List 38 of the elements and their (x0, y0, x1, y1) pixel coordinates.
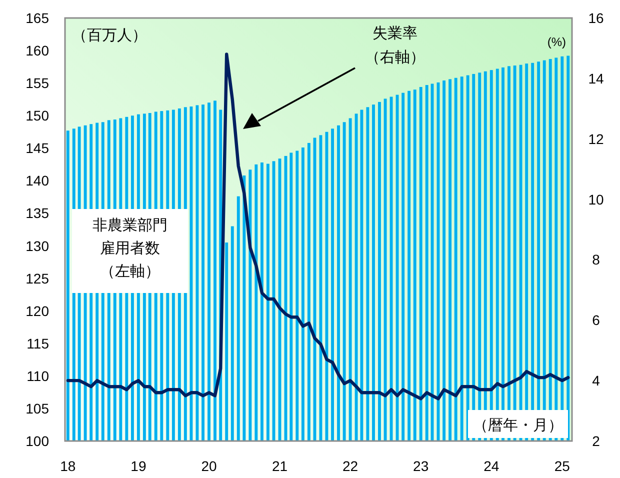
y-tick-label: 165 (26, 10, 50, 26)
x-tick-label: 18 (60, 458, 76, 474)
y-tick-label: 125 (26, 270, 50, 286)
y2-tick-label: 6 (592, 312, 600, 328)
annotation: 非農業部門 (92, 217, 168, 234)
x-tick-label: 23 (413, 458, 429, 474)
y-tick-label: 135 (26, 205, 50, 222)
annotation: （右軸） (365, 49, 425, 66)
y-tick-label: 110 (26, 368, 50, 384)
y-tick-label: 115 (26, 335, 50, 352)
y2-tick-label: 16 (588, 10, 604, 26)
y-tick-label: 100 (26, 433, 50, 449)
y2-tick-label: 4 (592, 372, 600, 389)
annotation: （百万人） (72, 27, 147, 44)
annotation: 失業率 (372, 25, 418, 42)
y-tick-label: 160 (26, 42, 50, 59)
x-tick-label: 19 (130, 458, 146, 474)
annotation: （暦年・月） (473, 417, 563, 434)
x-tick-label: 20 (201, 458, 217, 474)
annotation: (%) (547, 35, 566, 49)
annotation: 雇用者数 (100, 240, 160, 257)
x-tick-label: 24 (484, 458, 500, 474)
x-tick-label: 22 (342, 458, 358, 474)
annotation: （左軸） (100, 263, 160, 280)
y2-tick-label: 8 (592, 252, 600, 268)
x-tick-label: 21 (272, 458, 288, 474)
y-tick-label: 120 (26, 302, 50, 319)
y2-tick-label: 2 (592, 433, 600, 449)
x-tick-label: 25 (554, 458, 570, 474)
y-tick-label: 150 (26, 108, 50, 124)
y2-tick-label: 12 (588, 130, 604, 147)
y-tick-label: 130 (26, 238, 50, 254)
y-tick-label: 105 (26, 400, 50, 416)
y2-tick-label: 10 (588, 191, 604, 208)
y-tick-label: 140 (26, 172, 50, 189)
y2-tick-label: 14 (588, 70, 604, 86)
y-tick-label: 145 (26, 140, 50, 156)
y-tick-label: 155 (26, 75, 50, 92)
